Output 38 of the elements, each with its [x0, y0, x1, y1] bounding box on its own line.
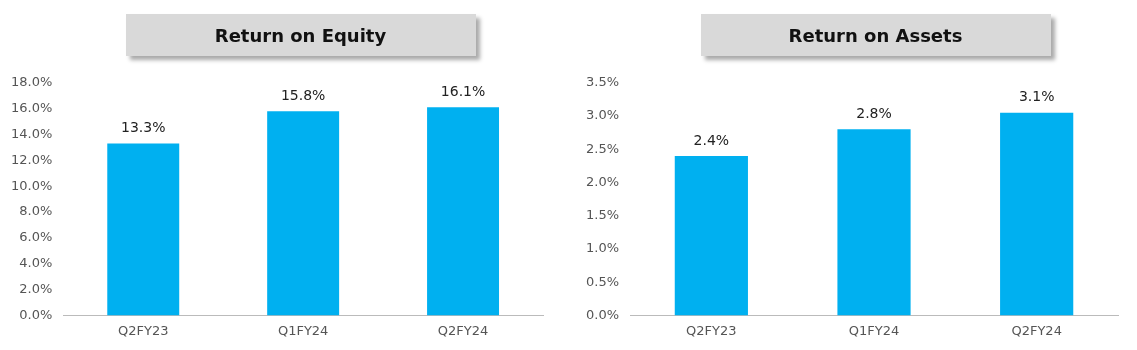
- y-tick-label: 2.5%: [586, 140, 620, 156]
- chart-title: Return on Equity: [125, 14, 476, 56]
- data-label: 3.1%: [1018, 88, 1055, 105]
- y-tick-label: 1.5%: [586, 207, 620, 223]
- bar: [674, 155, 748, 316]
- data-label: 2.8%: [856, 104, 892, 121]
- x-tick-label: Q1FY24: [848, 322, 900, 338]
- y-tick-label: 0.0%: [19, 306, 53, 322]
- x-tick-label: Q1FY24: [277, 322, 329, 338]
- y-tick-label: 0.5%: [586, 273, 620, 289]
- y-tick-label: 1.0%: [586, 240, 620, 256]
- y-tick-label: 2.0%: [586, 173, 620, 189]
- y-tick-label: 12.0%: [10, 151, 53, 167]
- x-tick-label: Q2FY24: [437, 322, 489, 338]
- y-tick-label: 3.0%: [586, 107, 620, 123]
- y-tick-label: 10.0%: [10, 177, 53, 193]
- bar: [107, 143, 180, 316]
- y-tick-label: 4.0%: [19, 255, 53, 271]
- bar: [1000, 112, 1074, 316]
- bar: [267, 111, 340, 316]
- data-label: 16.1%: [440, 82, 486, 99]
- x-tick-label: Q2FY23: [686, 322, 737, 338]
- y-tick-label: 3.5%: [586, 74, 620, 90]
- data-label: 2.4%: [693, 131, 730, 148]
- y-tick-label: 14.0%: [10, 125, 53, 141]
- x-tick-label: Q2FY23: [118, 322, 169, 338]
- data-label: 15.8%: [280, 86, 326, 103]
- y-tick-label: 8.0%: [19, 203, 53, 219]
- y-tick-label: 0.0%: [586, 306, 620, 322]
- y-tick-label: 18.0%: [10, 74, 53, 90]
- bar: [427, 107, 500, 316]
- y-tick-label: 2.0%: [19, 280, 53, 296]
- y-tick-label: 16.0%: [10, 100, 53, 116]
- data-label: 13.3%: [121, 119, 166, 136]
- chart-title: Return on Assets: [700, 14, 1051, 56]
- x-tick-label: Q2FY24: [1011, 322, 1062, 338]
- bar: [837, 129, 911, 316]
- y-tick-label: 6.0%: [19, 229, 53, 245]
